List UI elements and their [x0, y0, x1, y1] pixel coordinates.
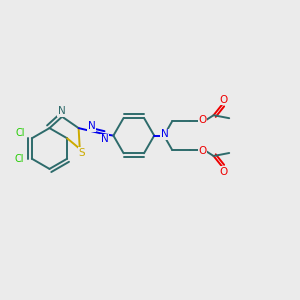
Text: N: N [58, 106, 65, 116]
Text: N: N [88, 121, 96, 131]
Text: O: O [219, 167, 227, 177]
Text: O: O [199, 146, 207, 156]
Text: Cl: Cl [16, 128, 25, 138]
Text: O: O [219, 94, 227, 105]
Text: Cl: Cl [14, 154, 24, 164]
Text: N: N [160, 129, 168, 139]
Text: S: S [79, 148, 86, 158]
Text: O: O [199, 115, 207, 125]
Text: N: N [100, 134, 108, 144]
